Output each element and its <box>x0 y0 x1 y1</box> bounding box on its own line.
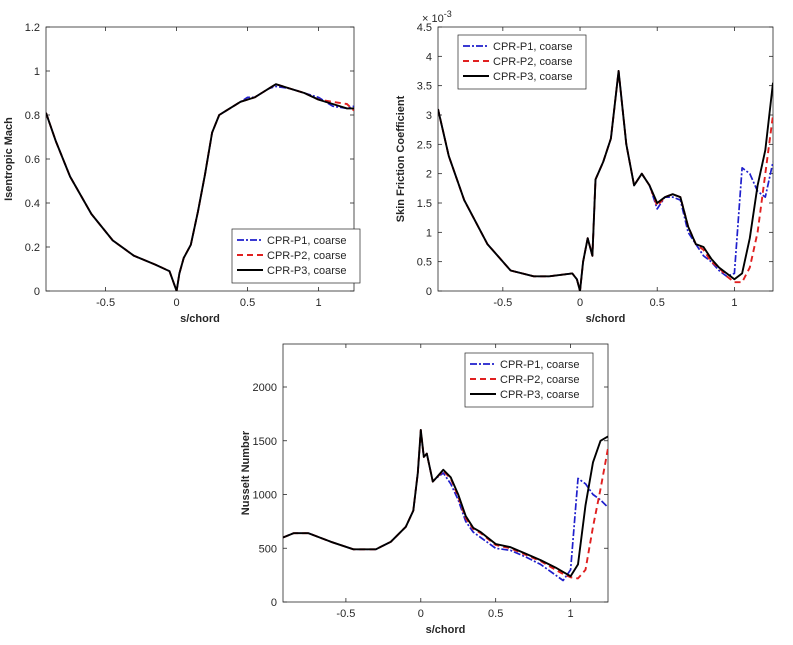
x-tick-label: 1 <box>731 297 737 309</box>
x-tick-label: 0.5 <box>240 297 255 309</box>
legend: CPR-P1, coarse CPR-P2, coarse CPR-P3, coar… <box>457 34 587 90</box>
x-tick-label: 0 <box>577 297 583 309</box>
series-group <box>46 83 354 291</box>
legend-label-3: CPR-P3, coarse <box>500 389 579 401</box>
y-tick-label: 3.5 <box>417 81 432 93</box>
x-axis-label: s/chord <box>426 624 466 636</box>
chart-nu: -0.5 0 0.5 1 0 500 1000 1500 2000 s/chord Nusselt … <box>240 343 609 636</box>
y-exponent-label: × 10-3 <box>422 9 452 25</box>
axes-box <box>437 26 774 292</box>
y-tick-label: 0.2 <box>25 242 40 254</box>
legend-box <box>231 228 361 284</box>
y-tick-label: 0 <box>271 597 277 609</box>
y-tick-label: 1 <box>34 66 40 78</box>
x-tick-label: 0.5 <box>650 297 665 309</box>
chart-cf: -0.5 0 0.5 1 0 0.5 1 1.5 2 2.5 3 3.5 4 4.5× 10-3 s/cho… <box>395 9 774 325</box>
y-tick-label: 0.5 <box>417 257 432 269</box>
y-tick-label: 4 <box>426 51 432 63</box>
y-tick-label: 3 <box>426 110 432 122</box>
y-tick-label: 0.4 <box>25 198 40 210</box>
legend-label-3: CPR-P3, coarse <box>493 71 572 83</box>
y-tick-label: 1.5 <box>417 198 432 210</box>
legend-label-3: CPR-P3, coarse <box>267 265 346 277</box>
series-line-3 <box>46 83 354 291</box>
y-tick-label: 2.5 <box>417 139 432 151</box>
y-tick-label: 0 <box>426 286 432 298</box>
y-tick-label: 1500 <box>253 436 277 448</box>
x-tick-label: -0.5 <box>96 297 115 309</box>
y-tick-label: 4.5 <box>417 22 432 34</box>
x-tick-label: 0.5 <box>488 608 503 620</box>
y-tick-label: 0.8 <box>25 110 40 122</box>
series-line-2 <box>283 429 608 580</box>
legend-label-1: CPR-P1, coarse <box>500 359 579 371</box>
y-tick-label: 2000 <box>253 382 277 394</box>
legend-box <box>464 352 594 408</box>
y-tick-label: 1.2 <box>25 22 40 34</box>
legend-label-2: CPR-P2, coarse <box>500 374 579 386</box>
legend-label-1: CPR-P1, coarse <box>493 41 572 53</box>
x-axis-label: s/chord <box>586 313 626 325</box>
series-line-1 <box>283 431 608 582</box>
y-tick-label: 2 <box>426 169 432 181</box>
y-axis-label: Isentropic Mach <box>3 117 15 201</box>
y-tick-label: 0 <box>34 286 40 298</box>
legend-label-1: CPR-P1, coarse <box>267 235 346 247</box>
legend-box <box>457 34 587 90</box>
x-tick-label: 1 <box>567 608 573 620</box>
y-tick-label: 0.6 <box>25 154 40 166</box>
legend-label-2: CPR-P2, coarse <box>267 250 346 262</box>
y-tick-label: 1 <box>426 227 432 239</box>
series-line-3 <box>283 429 608 578</box>
y-axis-label: Nusselt Number <box>240 430 252 515</box>
x-axis-label: s/chord <box>180 313 220 325</box>
y-tick-label: 500 <box>259 543 277 555</box>
series-group <box>438 70 773 291</box>
axes-box <box>282 343 609 603</box>
x-tick-label: 1 <box>315 297 321 309</box>
y-axis-label: Skin Friction Coefficient <box>395 95 407 222</box>
series-line-1 <box>438 70 773 291</box>
chart-mach: -0.5 0 0.5 1 0 0.2 0.4 0.6 0.8 1 1.2 s/chord Isentro… <box>3 22 361 325</box>
series-line-3 <box>438 70 773 291</box>
x-tick-label: -0.5 <box>336 608 355 620</box>
legend: CPR-P1, coarse CPR-P2, coarse CPR-P3, coar… <box>464 352 594 408</box>
series-group <box>283 429 608 582</box>
x-tick-label: 0 <box>174 297 180 309</box>
legend-label-2: CPR-P2, coarse <box>493 56 572 68</box>
series-line-2 <box>438 70 773 291</box>
x-tick-label: -0.5 <box>493 297 512 309</box>
legend: CPR-P1, coarse CPR-P2, coarse CPR-P3, coar… <box>231 228 361 284</box>
x-tick-label: 0 <box>418 608 424 620</box>
y-tick-label: 1000 <box>253 490 277 502</box>
